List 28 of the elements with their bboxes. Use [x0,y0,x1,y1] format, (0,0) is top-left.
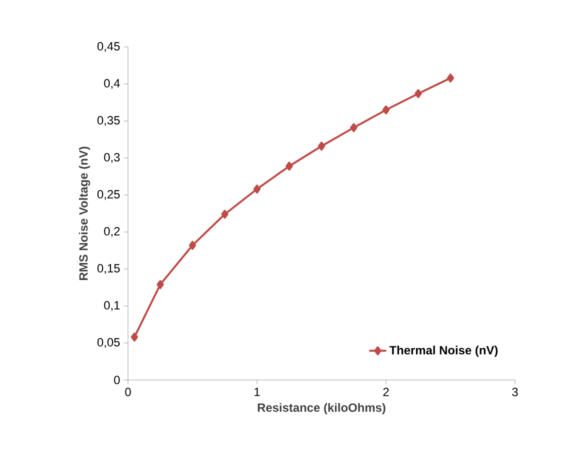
y-tick-label: 0,45 [97,42,120,52]
y-tick-label: 0,2 [104,227,120,237]
point [286,162,293,171]
y-tick-label: 0,25 [97,190,120,200]
y-tick-label: 0,35 [97,116,120,126]
point [318,142,326,151]
y-tick-label: 0,05 [97,338,120,348]
y-tick-label: 0,3 [104,153,120,163]
x-tick-label: 0 [125,388,131,396]
x-tick-label: 2 [383,388,389,396]
legend-label: Thermal Noise (nV) [389,346,498,357]
point [414,89,422,98]
y-axis-title: RMS Noise Voltage (nV) [78,146,90,280]
x-tick-label: 3 [512,388,518,396]
y-tick-label: 0,4 [104,79,120,89]
point [253,184,261,194]
x-tick-label: 1 [254,388,260,396]
x-axis-title: Resistance (kiloOhms) [258,403,386,414]
point [130,332,138,342]
y-tick-label: 0 [114,376,120,384]
point [382,105,390,114]
y-tick-label: 0,1 [104,301,120,311]
point [350,123,358,132]
point [446,74,454,83]
point [156,280,164,290]
point [188,240,196,250]
point [221,210,228,219]
y-tick-label: 0,15 [97,264,120,274]
